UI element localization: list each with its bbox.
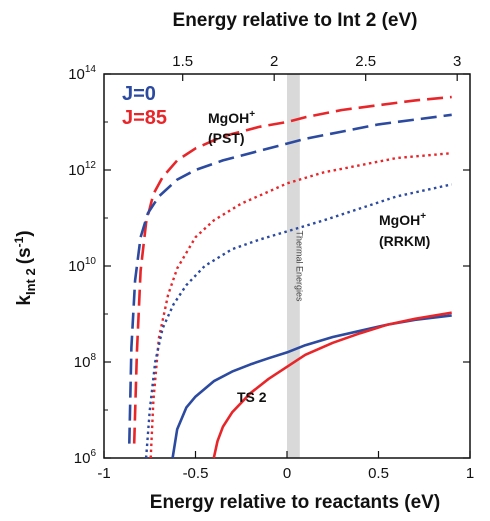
series-line-4 [171, 314, 452, 459]
x2-tick-label-3: 3 [453, 53, 461, 70]
series-line-0 [132, 95, 452, 444]
pst-annotation-sup: + [249, 109, 255, 120]
series-line-1 [128, 113, 452, 444]
series-line-3 [144, 183, 452, 459]
x2-tick-label-2: 2.5 [355, 53, 376, 70]
top-axis-title: Energy relative to Int 2 (eV) [173, 10, 418, 31]
y-axis-title-sub: Int 2 [23, 268, 38, 295]
y-tick-label-3: 1012 [68, 160, 96, 179]
y-axis-title: kInt 2 (s-1) [12, 230, 38, 305]
legend-j0: J=0 [122, 83, 156, 105]
x-tick-label-1: -0.5 [183, 465, 209, 482]
series-layer [128, 95, 452, 459]
thermal-energies-label: Thermal Energies [294, 230, 304, 302]
x-tick-label-3: 0.5 [368, 465, 389, 482]
pst-annotation-name: MgOH [208, 110, 249, 126]
bottom-axis-title: Energy relative to reactants (eV) [150, 492, 440, 513]
x2-tick-label-0: 1.5 [172, 53, 193, 70]
y-axis-title-unit-end: ) [14, 230, 35, 236]
y-axis-title-unit: (s [14, 247, 35, 264]
pst-annotation: MgOH+ [208, 109, 255, 126]
y-tick-label-0: 106 [74, 448, 97, 467]
x2-tick-label-1: 2 [270, 53, 278, 70]
x-tick-label-4: 1 [466, 465, 474, 482]
y-axis-title-unit-exp: -1 [12, 236, 26, 247]
y-axis-title-main: k [14, 295, 35, 306]
pst-annotation-label: (PST) [208, 130, 245, 146]
series-line-2 [149, 152, 452, 459]
rrkm-annotation-label: (RRKM) [379, 233, 430, 249]
y-tick-label-2: 1010 [68, 256, 96, 275]
series-line-5 [212, 311, 452, 459]
x-tick-label-2: 0 [283, 465, 291, 482]
legend-j85: J=85 [122, 107, 167, 129]
rrkm-annotation-sup: + [420, 211, 426, 222]
y-tick-label-1: 108 [74, 352, 97, 371]
tick-layer: -1 -0.5 0 0.5 1 1.5 2 2.5 3 106 108 1010 1012 1014 [68, 53, 474, 482]
ts2-annotation: TS 2 [237, 389, 267, 405]
rrkm-annotation: MgOH+ [379, 211, 426, 228]
y-tick-label-4: 1014 [68, 64, 96, 83]
rrkm-annotation-name: MgOH [379, 212, 420, 228]
x-tick-label-0: -1 [97, 465, 110, 482]
